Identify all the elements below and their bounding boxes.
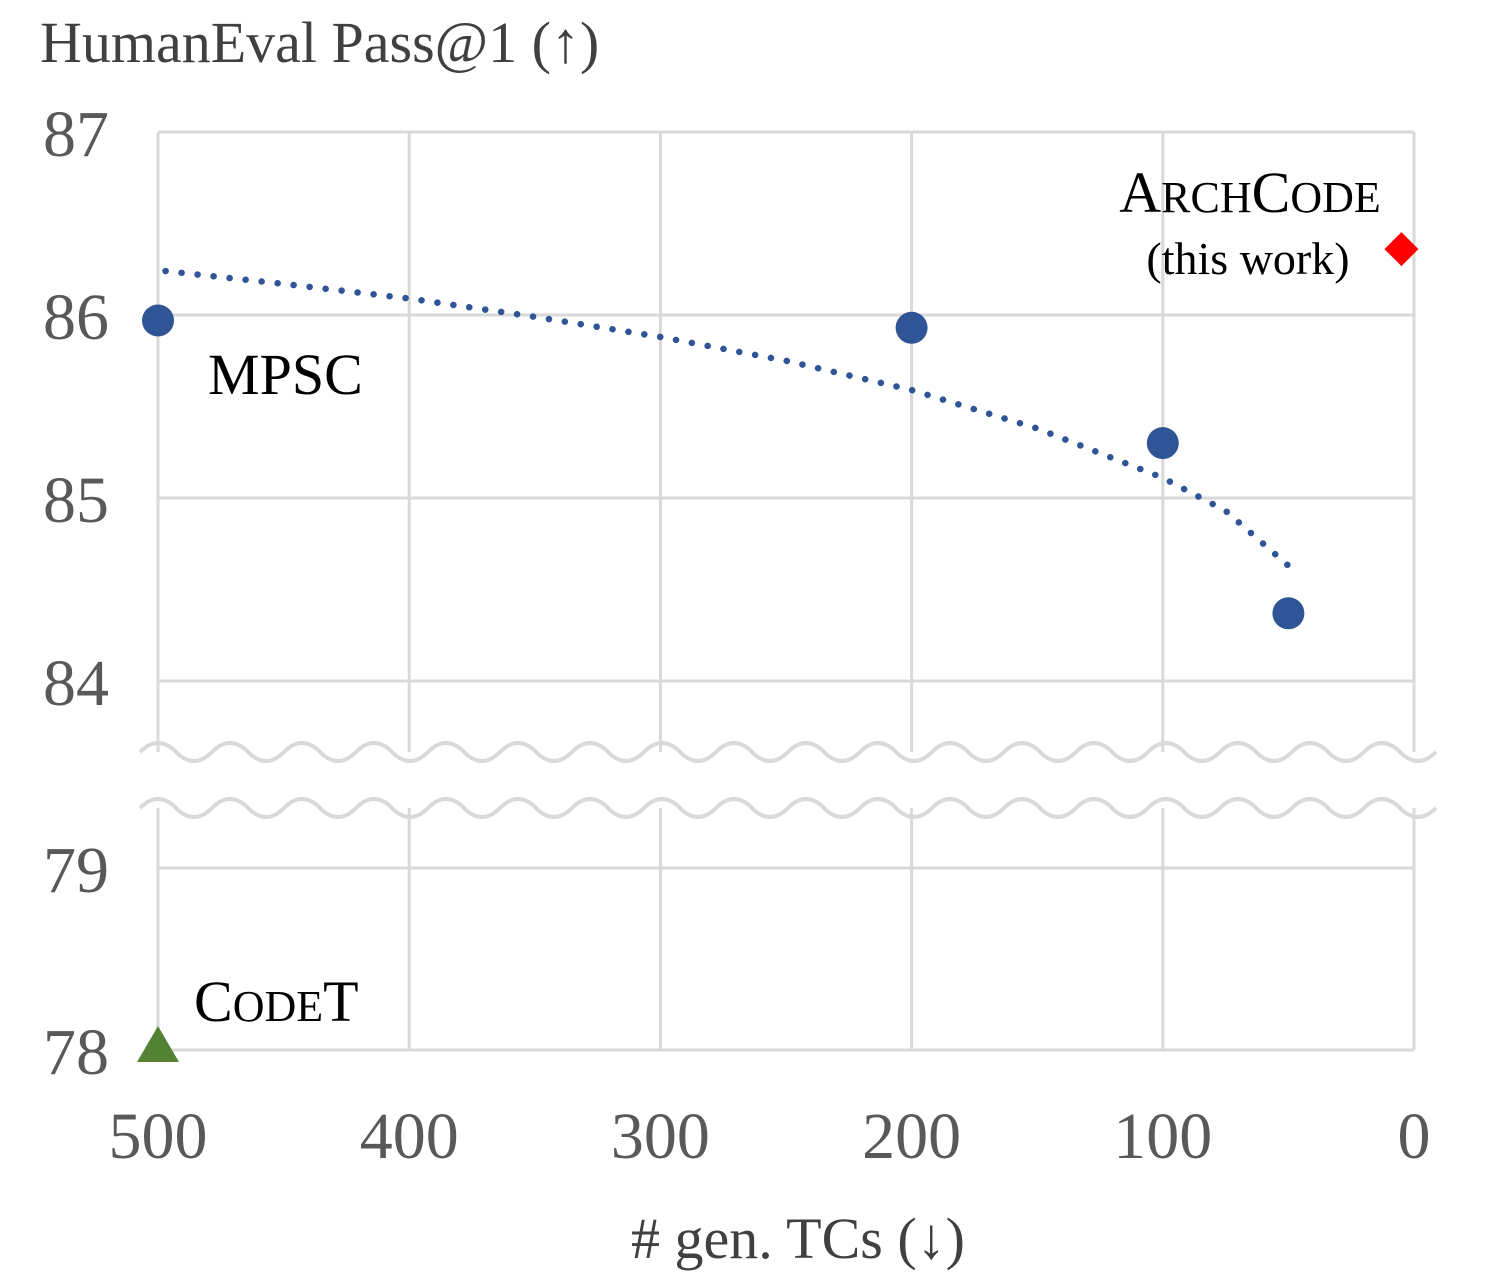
mpsc-trendline <box>162 267 1292 569</box>
labels: 500 400 300 200 100 0 87 86 85 84 79 78 <box>43 98 1431 1173</box>
grid <box>156 130 1416 1052</box>
codet-label-t: T <box>323 969 358 1034</box>
archcode-label-ode: ODE <box>1290 173 1380 222</box>
codet-label: CODET <box>194 969 359 1034</box>
axis-break-wave-bottom <box>138 797 1438 819</box>
y-tick-label-86: 86 <box>43 281 109 354</box>
mpsc-label: MPSC <box>208 342 363 407</box>
x-tick-label-300: 300 <box>611 1100 710 1173</box>
axis-break <box>130 741 1450 819</box>
codet-label-ode: ODE <box>233 982 323 1031</box>
archcode-sublabel: (this work) <box>1146 233 1349 284</box>
axis-break-wave-top <box>138 741 1438 763</box>
x-tick-label-400: 400 <box>360 1100 459 1173</box>
codet-point-0 <box>137 1026 179 1062</box>
archcode-point-0 <box>1384 232 1419 267</box>
archcode-label-a: A <box>1119 160 1161 225</box>
y-tick-label-87: 87 <box>43 98 109 171</box>
y-axis-title: HumanEval Pass@1 (↑) <box>40 10 599 75</box>
mpsc-point-2 <box>1146 427 1179 460</box>
trendline <box>162 267 1292 569</box>
x-axis-title: # gen. TCs (↓) <box>631 1206 965 1271</box>
y-tick-label-79: 79 <box>43 834 109 907</box>
marks <box>137 232 1419 1062</box>
archcode-label-c: C <box>1252 160 1291 225</box>
archcode-label-rch: RCH <box>1161 173 1251 222</box>
x-tick-label-0: 0 <box>1398 1100 1431 1173</box>
codet-label-c: C <box>194 969 233 1034</box>
x-tick-label-200: 200 <box>862 1100 961 1173</box>
x-tick-label-500: 500 <box>109 1100 208 1173</box>
x-tick-label-100: 100 <box>1113 1100 1212 1173</box>
mpsc-point-3 <box>1272 597 1305 630</box>
y-tick-label-85: 85 <box>43 464 109 537</box>
archcode-label: ARCHCODE <box>1119 160 1381 225</box>
y-tick-label-84: 84 <box>43 647 109 720</box>
mpsc-point-0 <box>142 304 174 337</box>
mpsc-point-1 <box>895 311 928 344</box>
y-tick-label-78: 78 <box>43 1016 109 1089</box>
